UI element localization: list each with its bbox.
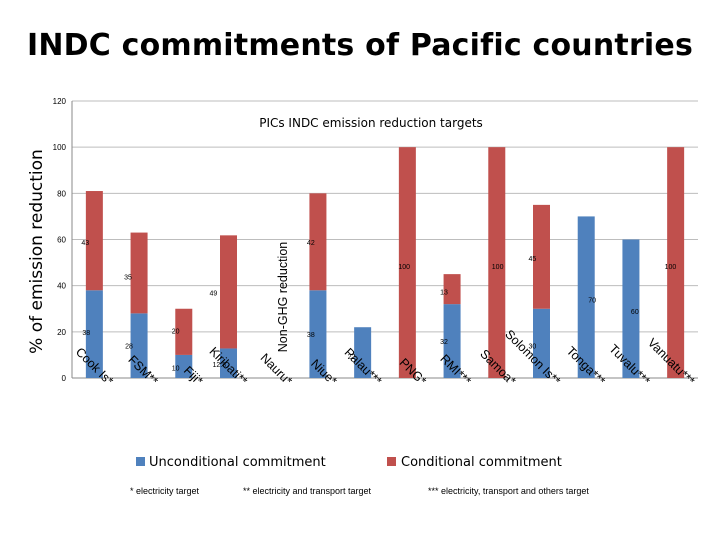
bar-unconditional-3	[220, 348, 237, 378]
bar-unconditional-6	[354, 327, 372, 378]
y-tick-label: 80	[57, 189, 66, 198]
data-label-unconditional: 32	[440, 339, 448, 346]
data-label-conditional: 42	[307, 240, 315, 247]
bar-conditional-0	[85, 191, 103, 291]
data-label-conditional: 100	[398, 264, 410, 271]
chart-title: PICs INDC emission reduction targets	[259, 116, 483, 130]
bar-conditional-5	[309, 193, 327, 291]
bar-unconditional-5	[309, 290, 327, 378]
y-tick-label: 20	[57, 328, 66, 337]
bar-conditional-1	[130, 232, 148, 314]
bar-conditional-10	[533, 204, 550, 309]
data-label-conditional: 13	[440, 289, 448, 296]
bar-conditional-3	[220, 235, 237, 349]
footnote-electricity: * electricity target	[130, 486, 200, 496]
page-title: INDC commitments of Pacific countries	[26, 28, 694, 63]
data-label-conditional: 43	[81, 240, 89, 247]
non-ghg-annotation: Non-GHG reduction	[276, 242, 290, 353]
data-label-unconditional: 22	[348, 354, 356, 361]
legend-label-conditional: Conditional commitment	[401, 455, 562, 470]
data-label-unconditional: 60	[631, 309, 639, 316]
data-label-conditional: 35	[124, 274, 132, 281]
legend-swatch-conditional	[387, 457, 396, 466]
bar-unconditional-1	[130, 313, 148, 378]
bar-unconditional-8	[443, 304, 461, 378]
data-label-conditional: 45	[529, 256, 537, 263]
y-tick-label: 100	[53, 143, 67, 152]
data-label-conditional: 100	[665, 264, 677, 271]
data-label-unconditional: 70	[588, 298, 596, 305]
bar-conditional-8	[443, 274, 461, 305]
data-label-unconditional: 38	[82, 330, 90, 337]
legend-label-unconditional: Unconditional commitment	[149, 455, 326, 470]
data-label-conditional: 49	[210, 291, 218, 298]
y-tick-label: 120	[53, 97, 67, 106]
footnotes: * electricity target ** electricity and …	[0, 486, 720, 500]
data-label-conditional: 20	[172, 329, 180, 336]
data-label-unconditional: 28	[125, 344, 133, 351]
y-tick-label: 0	[62, 374, 67, 383]
bar-unconditional-0	[85, 290, 103, 378]
y-tick-label: 60	[57, 236, 66, 245]
data-label-unconditional: 30	[529, 344, 537, 351]
bar-conditional-2	[175, 308, 193, 355]
data-label-unconditional: 10	[172, 366, 180, 373]
bar-unconditional-2	[175, 354, 193, 378]
bar-unconditional-10	[533, 308, 550, 378]
bar-conditional-7	[398, 147, 416, 378]
bar-unconditional-11	[577, 216, 595, 378]
x-tick-label: Nauru*	[258, 351, 296, 389]
data-label-unconditional: 12.8	[213, 362, 227, 369]
bar-conditional-13	[667, 147, 685, 378]
legend-swatch-unconditional	[136, 457, 145, 466]
data-label-conditional: 100	[492, 264, 504, 271]
data-label-unconditional: 38	[307, 332, 315, 339]
footnote-electricity-transport-others: *** electricity, transport and others ta…	[428, 486, 589, 496]
y-tick-label: 40	[57, 282, 66, 291]
bar-conditional-9	[488, 147, 506, 378]
bar-unconditional-12	[622, 239, 640, 378]
y-axis-label: % of emission reduction	[27, 149, 47, 354]
footnote-electricity-transport: ** electricity and transport target	[243, 486, 372, 496]
